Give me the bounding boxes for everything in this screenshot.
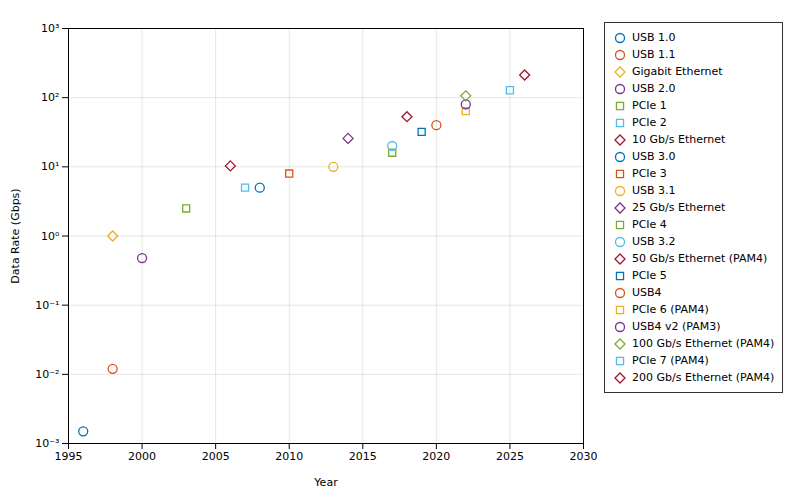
html-text:USB 1.0: USB 1.0 (632, 31, 676, 44)
html-text:25 Gb/s Ethernet: 25 Gb/s Ethernet (632, 201, 726, 214)
html-text:USB 2.0: USB 2.0 (632, 82, 676, 95)
svg-text:10¹: 10¹ (41, 160, 59, 173)
html-text:PCIe 1: PCIe 1 (632, 99, 667, 112)
svg-text:2020: 2020 (422, 450, 450, 463)
svg-text:1995: 1995 (55, 450, 83, 463)
svg-text:10²: 10² (41, 91, 59, 104)
svg-text:2005: 2005 (202, 450, 230, 463)
html-text:200 Gb/s Ethernet (PAM4): 200 Gb/s Ethernet (PAM4) (632, 371, 775, 384)
html-text:100 Gb/s Ethernet (PAM4): 100 Gb/s Ethernet (PAM4) (632, 337, 775, 350)
html-text:PCIe 3: PCIe 3 (632, 167, 667, 180)
html-text:USB 3.2: USB 3.2 (632, 235, 676, 248)
html-text:10 Gb/s Ethernet: 10 Gb/s Ethernet (632, 133, 726, 146)
svg-text:10⁻¹: 10⁻¹ (35, 299, 59, 312)
html-text:USB 3.0: USB 3.0 (632, 150, 676, 163)
html-text:PCIe 5: PCIe 5 (632, 269, 667, 282)
svg-text:10⁻²: 10⁻² (35, 368, 59, 381)
svg-text:2025: 2025 (496, 450, 524, 463)
svg-text:10³: 10³ (41, 22, 59, 35)
html-text:50 Gb/s Ethernet (PAM4): 50 Gb/s Ethernet (PAM4) (632, 252, 768, 265)
svg-text:2030: 2030 (570, 450, 598, 463)
html-text:PCIe 4: PCIe 4 (632, 218, 667, 231)
html-text:PCIe 6 (PAM4): PCIe 6 (PAM4) (632, 303, 709, 316)
html-text:Gigabit Ethernet: Gigabit Ethernet (632, 65, 723, 78)
svg-text:2000: 2000 (128, 450, 156, 463)
html-text:USB4 v2 (PAM3): USB4 v2 (PAM3) (632, 320, 721, 333)
svg-text:10⁰: 10⁰ (41, 230, 60, 243)
html-text:PCIe 2: PCIe 2 (632, 116, 667, 129)
svg-text:2010: 2010 (275, 450, 303, 463)
html-text:PCIe 7 (PAM4): PCIe 7 (PAM4) (632, 354, 709, 367)
html-text:USB 3.1: USB 3.1 (632, 184, 676, 197)
svg-text:2015: 2015 (349, 450, 377, 463)
svg-text:Year: Year (313, 476, 338, 489)
svg-text:10⁻³: 10⁻³ (35, 437, 59, 450)
html-text:USB4: USB4 (632, 286, 662, 299)
svg-text:Data Rate (Gbps): Data Rate (Gbps) (9, 188, 22, 283)
html-text:USB 1.1: USB 1.1 (632, 48, 676, 61)
